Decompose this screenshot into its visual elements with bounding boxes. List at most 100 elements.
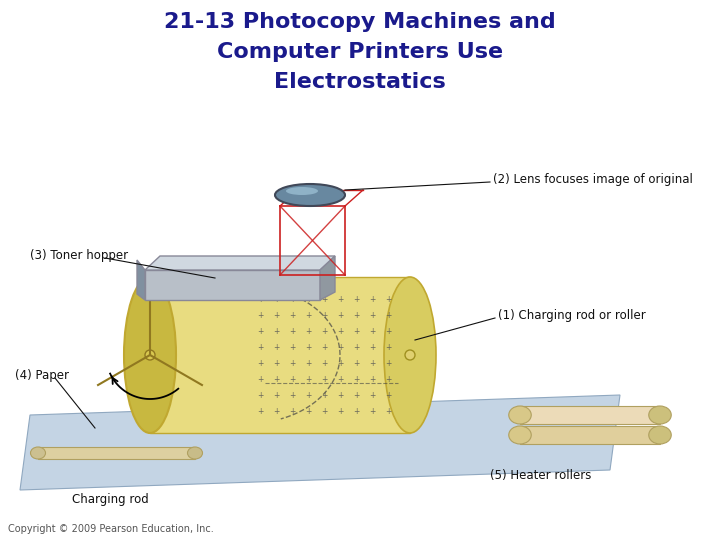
Ellipse shape bbox=[405, 350, 415, 360]
Text: +: + bbox=[321, 327, 327, 336]
Ellipse shape bbox=[649, 406, 671, 424]
Text: +: + bbox=[305, 375, 311, 384]
Text: +: + bbox=[384, 408, 391, 416]
Text: +: + bbox=[353, 360, 359, 368]
Text: +: + bbox=[384, 375, 391, 384]
Text: +: + bbox=[257, 343, 264, 353]
Text: +: + bbox=[257, 375, 264, 384]
Text: +: + bbox=[289, 392, 295, 401]
Text: +: + bbox=[321, 312, 327, 321]
Text: Copyright © 2009 Pearson Education, Inc.: Copyright © 2009 Pearson Education, Inc. bbox=[8, 524, 214, 534]
Text: +: + bbox=[273, 295, 279, 305]
Text: +: + bbox=[337, 343, 343, 353]
Text: +: + bbox=[353, 408, 359, 416]
Ellipse shape bbox=[124, 277, 176, 433]
Text: +: + bbox=[353, 312, 359, 321]
Polygon shape bbox=[520, 406, 660, 424]
Text: +: + bbox=[353, 295, 359, 305]
Text: +: + bbox=[289, 327, 295, 336]
Text: +: + bbox=[353, 375, 359, 384]
Text: +: + bbox=[337, 408, 343, 416]
Text: +: + bbox=[305, 327, 311, 336]
Text: +: + bbox=[321, 360, 327, 368]
Text: 21-13 Photocopy Machines and: 21-13 Photocopy Machines and bbox=[164, 12, 556, 32]
Text: (3) Toner hopper: (3) Toner hopper bbox=[30, 248, 128, 261]
Text: (2) Lens focuses image of original: (2) Lens focuses image of original bbox=[493, 172, 693, 186]
Text: +: + bbox=[257, 327, 264, 336]
Text: +: + bbox=[257, 312, 264, 321]
Text: +: + bbox=[289, 408, 295, 416]
Text: +: + bbox=[273, 375, 279, 384]
Text: +: + bbox=[305, 295, 311, 305]
Text: +: + bbox=[289, 312, 295, 321]
Text: +: + bbox=[321, 295, 327, 305]
Ellipse shape bbox=[509, 426, 531, 444]
Text: +: + bbox=[384, 392, 391, 401]
Text: +: + bbox=[337, 392, 343, 401]
Text: +: + bbox=[321, 343, 327, 353]
Text: +: + bbox=[305, 408, 311, 416]
Text: +: + bbox=[305, 360, 311, 368]
Text: +: + bbox=[257, 295, 264, 305]
Text: +: + bbox=[305, 392, 311, 401]
Text: (5) Heater rollers: (5) Heater rollers bbox=[490, 469, 591, 482]
Text: +: + bbox=[289, 360, 295, 368]
Polygon shape bbox=[150, 277, 410, 433]
Text: Electrostatics: Electrostatics bbox=[274, 72, 446, 92]
Text: +: + bbox=[305, 343, 311, 353]
Polygon shape bbox=[145, 270, 320, 300]
Text: (1) Charging rod or roller: (1) Charging rod or roller bbox=[498, 308, 646, 321]
Text: +: + bbox=[353, 327, 359, 336]
Polygon shape bbox=[38, 447, 195, 459]
Text: +: + bbox=[273, 392, 279, 401]
Polygon shape bbox=[137, 260, 145, 300]
Text: Computer Printers Use: Computer Printers Use bbox=[217, 42, 503, 62]
Text: +: + bbox=[369, 327, 375, 336]
Text: +: + bbox=[321, 408, 327, 416]
Text: +: + bbox=[273, 360, 279, 368]
Polygon shape bbox=[145, 256, 335, 270]
Text: +: + bbox=[337, 295, 343, 305]
Polygon shape bbox=[320, 256, 335, 300]
Text: +: + bbox=[369, 343, 375, 353]
Ellipse shape bbox=[275, 184, 345, 206]
Text: +: + bbox=[337, 312, 343, 321]
Polygon shape bbox=[20, 395, 620, 490]
Text: +: + bbox=[369, 360, 375, 368]
Text: (4) Paper: (4) Paper bbox=[15, 368, 69, 381]
Text: +: + bbox=[353, 392, 359, 401]
Text: +: + bbox=[257, 408, 264, 416]
Ellipse shape bbox=[384, 277, 436, 433]
Text: +: + bbox=[289, 343, 295, 353]
Text: +: + bbox=[273, 327, 279, 336]
Text: +: + bbox=[273, 408, 279, 416]
Text: +: + bbox=[337, 375, 343, 384]
Ellipse shape bbox=[145, 350, 155, 360]
Text: Charging rod: Charging rod bbox=[72, 494, 149, 507]
Text: +: + bbox=[289, 375, 295, 384]
Text: +: + bbox=[384, 360, 391, 368]
Ellipse shape bbox=[286, 187, 318, 195]
Text: +: + bbox=[384, 327, 391, 336]
Text: +: + bbox=[369, 295, 375, 305]
Ellipse shape bbox=[649, 426, 671, 444]
Text: +: + bbox=[273, 343, 279, 353]
Text: +: + bbox=[257, 360, 264, 368]
Text: +: + bbox=[257, 392, 264, 401]
Ellipse shape bbox=[187, 447, 202, 459]
Text: +: + bbox=[369, 312, 375, 321]
Text: +: + bbox=[321, 375, 327, 384]
Text: +: + bbox=[289, 295, 295, 305]
Text: +: + bbox=[337, 327, 343, 336]
Text: +: + bbox=[273, 312, 279, 321]
Polygon shape bbox=[520, 426, 660, 444]
Text: +: + bbox=[384, 343, 391, 353]
Text: +: + bbox=[369, 392, 375, 401]
Ellipse shape bbox=[509, 406, 531, 424]
Text: +: + bbox=[369, 375, 375, 384]
Text: +: + bbox=[369, 408, 375, 416]
Ellipse shape bbox=[30, 447, 45, 459]
Text: +: + bbox=[337, 360, 343, 368]
Text: +: + bbox=[305, 312, 311, 321]
Text: +: + bbox=[321, 392, 327, 401]
